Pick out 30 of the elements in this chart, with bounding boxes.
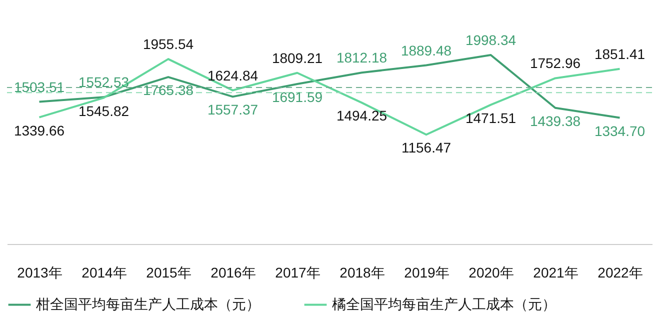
x-tick-label: 2013年	[17, 264, 62, 280]
legend-label: 柑全国平均每亩生产人工成本（元）	[35, 296, 260, 312]
data-label: 1889.48	[400, 42, 452, 58]
data-label: 1557.37	[207, 102, 258, 118]
data-label: 1552.53	[78, 74, 130, 90]
x-tick-label: 2018年	[340, 264, 385, 280]
data-label: 1494.25	[336, 108, 388, 124]
x-tick-label: 2021年	[533, 264, 578, 280]
x-tick-label: 2019年	[404, 264, 450, 280]
data-label: 1471.51	[465, 110, 516, 126]
data-label: 1691.59	[272, 89, 323, 106]
data-label: 1439.38	[530, 112, 581, 129]
data-label: 1812.18	[336, 50, 388, 66]
data-label: 1156.47	[401, 140, 452, 156]
x-tick-label: 2020年	[468, 264, 514, 280]
legend-label: 橘全国平均每亩生产人工成本（元）	[332, 296, 556, 312]
data-label: 1339.66	[14, 122, 65, 138]
data-label: 1998.34	[465, 32, 516, 48]
data-label: 1752.96	[530, 55, 581, 72]
x-tick-label: 2016年	[210, 264, 256, 280]
x-tick-label: 2022年	[598, 264, 643, 280]
x-tick-label: 2017年	[275, 264, 320, 280]
data-label: 1955.54	[142, 36, 194, 52]
data-label: 1545.82	[78, 102, 130, 119]
x-tick-label: 2015年	[146, 264, 192, 280]
data-label: 1851.41	[594, 46, 646, 62]
data-label: 1624.84	[207, 67, 258, 84]
x-tick-label: 2014年	[82, 264, 127, 280]
data-label: 1809.21	[272, 50, 323, 66]
data-label: 1334.70	[594, 122, 646, 139]
